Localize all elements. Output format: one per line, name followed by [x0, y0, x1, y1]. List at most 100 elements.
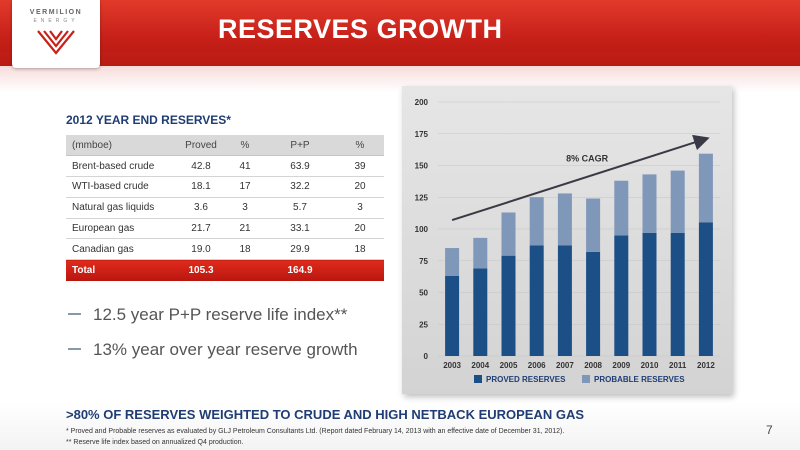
y-tick-label: 25 — [419, 320, 428, 329]
table-total-row: Total 105.3 164.9 — [66, 259, 384, 281]
table-cell: 18 — [226, 238, 264, 261]
bar-probable — [642, 174, 657, 233]
table-row: Natural gas liquids 3.6 3 5.7 3 — [66, 197, 384, 219]
y-tick-label: 0 — [424, 352, 429, 361]
table-cell: 164.9 — [264, 259, 336, 281]
reserves-chart: 0 25 50 75 100 125 150 175 200 2003 2004 2005 2006 20… — [415, 98, 720, 384]
table-cell: 32.2 — [264, 176, 336, 198]
table-row: Canadian gas 19.0 18 29.9 18 — [66, 238, 384, 261]
header-bar — [0, 0, 800, 66]
table-cell: 18 — [336, 238, 384, 261]
bar-proved — [557, 245, 572, 356]
column-header: P+P — [264, 135, 336, 157]
x-tick-label: 2011 — [669, 361, 687, 370]
bullet-item: 12.5 year P+P reserve life index** — [68, 305, 347, 325]
page-title: RESERVES GROWTH — [218, 14, 503, 44]
bullet-item: 13% year over year reserve growth — [68, 340, 358, 360]
column-header: % — [226, 135, 264, 157]
table-cell: 33.1 — [264, 218, 336, 240]
table-cell: 21 — [226, 218, 264, 240]
footnote: * Proved and Probable reserves as evalua… — [66, 428, 565, 435]
bar-probable — [445, 248, 460, 276]
column-header: (mmboe) — [66, 135, 176, 157]
table-cell: WTI-based crude — [66, 176, 176, 198]
bar-probable — [614, 180, 629, 236]
reserves-table: (mmboe) Proved % P+P % Brent-based crude… — [66, 135, 384, 281]
table-cell: 63.9 — [264, 155, 336, 178]
y-tick-label: 125 — [415, 193, 429, 202]
bar-probable — [557, 193, 572, 246]
table-cell: 20 — [336, 218, 384, 240]
table-cell: 3.6 — [176, 197, 226, 219]
bar-probable — [670, 170, 685, 233]
bar-proved — [473, 268, 488, 356]
column-header: Proved — [176, 135, 226, 157]
logo-subtitle: ENERGY — [33, 18, 79, 24]
bar-proved — [670, 232, 685, 356]
table-header-row: (mmboe) Proved % P+P % — [66, 135, 384, 157]
trend-arrow — [451, 134, 710, 222]
footer-headline: >80% OF RESERVES WEIGHTED TO CRUDE AND H… — [66, 407, 585, 422]
table-cell: 42.8 — [176, 155, 226, 178]
y-tick-label: 100 — [415, 225, 429, 234]
bar-proved — [698, 222, 713, 356]
table-cell: Canadian gas — [66, 238, 176, 261]
bar-proved — [501, 255, 516, 356]
dash-bullet-icon — [68, 347, 81, 350]
dash-bullet-icon — [68, 312, 81, 315]
table-cell: Total — [66, 259, 176, 281]
y-tick-label: 150 — [415, 162, 429, 171]
bar-proved — [642, 232, 657, 356]
footnote: ** Reserve life index based on annualize… — [66, 439, 244, 446]
legend-swatch-proved — [474, 375, 482, 383]
bullet-text: 12.5 year P+P reserve life index** — [93, 305, 348, 324]
x-tick-label: 2006 — [528, 361, 546, 370]
x-tick-label: 2007 — [556, 361, 574, 370]
bar-proved — [529, 245, 544, 356]
bar-proved — [614, 235, 629, 356]
header-sheen — [0, 52, 800, 92]
chart-panel: 0 25 50 75 100 125 150 175 200 2003 2004 2005 2006 20… — [402, 86, 732, 394]
bar-probable — [698, 153, 713, 223]
bar-probable — [586, 198, 601, 252]
table-cell: 18.1 — [176, 176, 226, 198]
table-cell: 5.7 — [264, 197, 336, 219]
y-tick-label: 75 — [419, 257, 428, 266]
y-tick-label: 175 — [415, 130, 429, 139]
table-cell: 105.3 — [176, 259, 226, 281]
bar-proved — [586, 251, 601, 356]
y-tick-label: 50 — [419, 289, 428, 298]
x-tick-label: 2009 — [612, 361, 630, 370]
table-cell — [226, 259, 264, 281]
company-logo: VERMILION ENERGY — [12, 0, 100, 68]
footer-band — [0, 403, 800, 450]
bar-probable — [529, 197, 544, 246]
logo-name: VERMILION — [29, 9, 83, 16]
legend-label-probable: PROBABLE RESERVES — [594, 375, 685, 384]
table-cell: 39 — [336, 155, 384, 178]
legend-label-proved: PROVED RESERVES — [486, 375, 566, 384]
x-tick-label: 2004 — [471, 361, 489, 370]
y-tick-label: 200 — [415, 98, 429, 107]
table-cell: 3 — [336, 197, 384, 219]
table-cell: 3 — [226, 197, 264, 219]
x-tick-label: 2010 — [641, 361, 659, 370]
x-tick-label: 2012 — [697, 361, 715, 370]
table-cell: 19.0 — [176, 238, 226, 261]
bar-probable — [473, 237, 488, 269]
table-cell: 41 — [226, 155, 264, 178]
table-row: WTI-based crude 18.1 17 32.2 20 — [66, 176, 384, 198]
table-cell — [336, 259, 384, 281]
table-row: European gas 21.7 21 33.1 20 — [66, 218, 384, 240]
table-cell: 29.9 — [264, 238, 336, 261]
table-title: 2012 YEAR END RESERVES* — [66, 113, 231, 127]
bullet-text: 13% year over year reserve growth — [93, 340, 358, 359]
table-cell: 21.7 — [176, 218, 226, 240]
table-cell: 20 — [336, 176, 384, 198]
page-number: 7 — [766, 423, 773, 437]
table-cell: Brent-based crude — [66, 155, 176, 178]
logo-mark-icon — [37, 30, 75, 55]
legend-swatch-probable — [582, 375, 590, 383]
x-tick-label: 2008 — [584, 361, 602, 370]
x-tick-label: 2003 — [443, 361, 461, 370]
